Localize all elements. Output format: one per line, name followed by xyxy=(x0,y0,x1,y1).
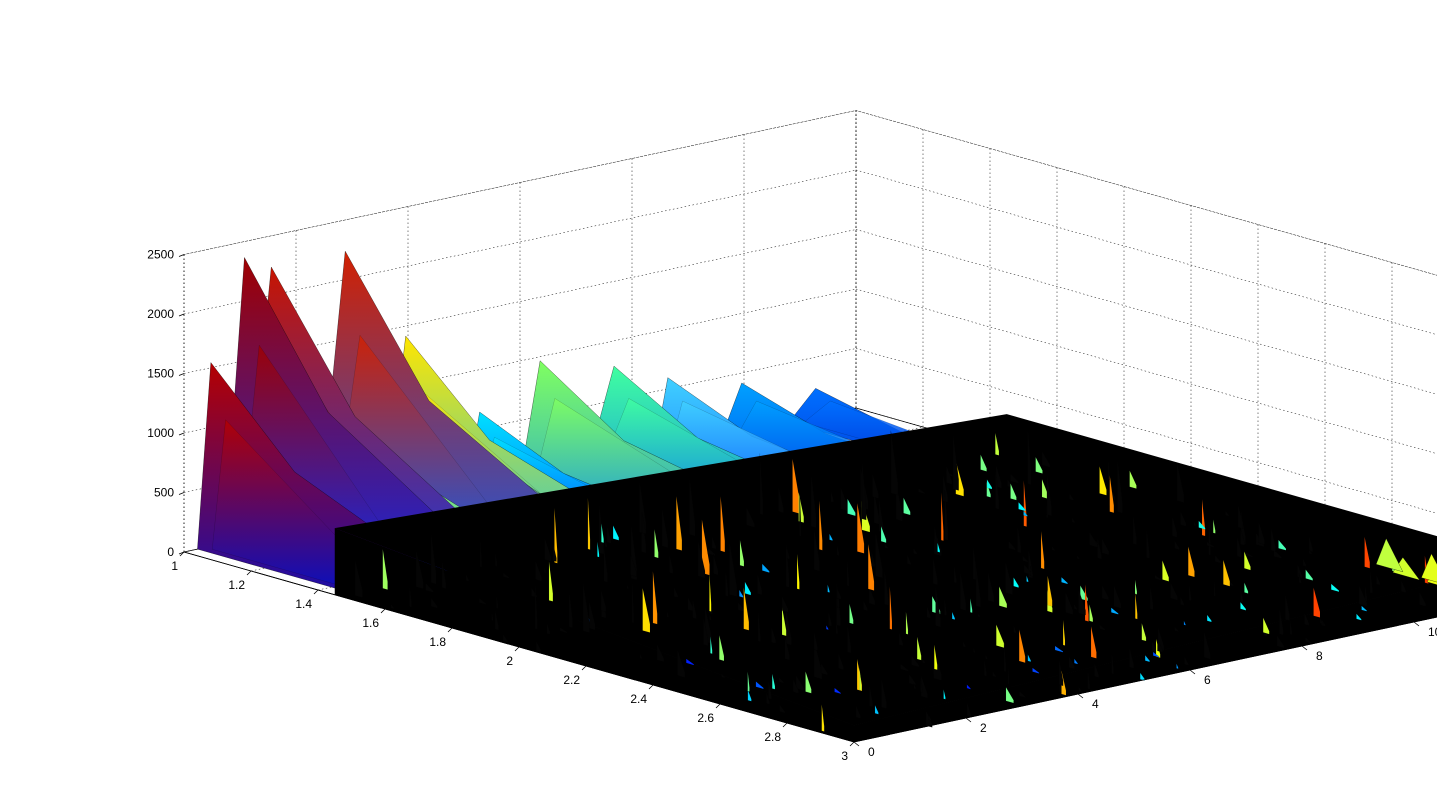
svg-text:8: 8 xyxy=(1316,649,1323,663)
svg-text:2.6: 2.6 xyxy=(697,711,714,725)
svg-text:1.8: 1.8 xyxy=(429,635,446,649)
svg-text:2: 2 xyxy=(506,654,513,668)
svg-text:1.6: 1.6 xyxy=(362,616,379,630)
svg-text:6: 6 xyxy=(1204,673,1211,687)
svg-text:3: 3 xyxy=(841,749,848,763)
svg-text:500: 500 xyxy=(154,486,174,500)
svg-text:0: 0 xyxy=(868,745,875,759)
svg-text:10: 10 xyxy=(1428,625,1437,639)
svg-text:2: 2 xyxy=(980,721,987,735)
svg-text:2500: 2500 xyxy=(147,248,174,262)
svg-text:0: 0 xyxy=(167,545,174,559)
svg-text:2000: 2000 xyxy=(147,307,174,321)
svg-text:1.4: 1.4 xyxy=(295,597,312,611)
svg-text:2.2: 2.2 xyxy=(563,673,580,687)
svg-text:2.8: 2.8 xyxy=(764,730,781,744)
svg-text:2.4: 2.4 xyxy=(630,692,647,706)
svg-text:4: 4 xyxy=(1092,697,1099,711)
svg-text:1.2: 1.2 xyxy=(228,578,245,592)
surface-plot-3d: 11.21.41.61.822.22.42.62.830246810120500… xyxy=(0,0,1437,800)
svg-text:1000: 1000 xyxy=(147,426,174,440)
svg-text:1500: 1500 xyxy=(147,367,174,381)
svg-text:1: 1 xyxy=(171,559,178,573)
